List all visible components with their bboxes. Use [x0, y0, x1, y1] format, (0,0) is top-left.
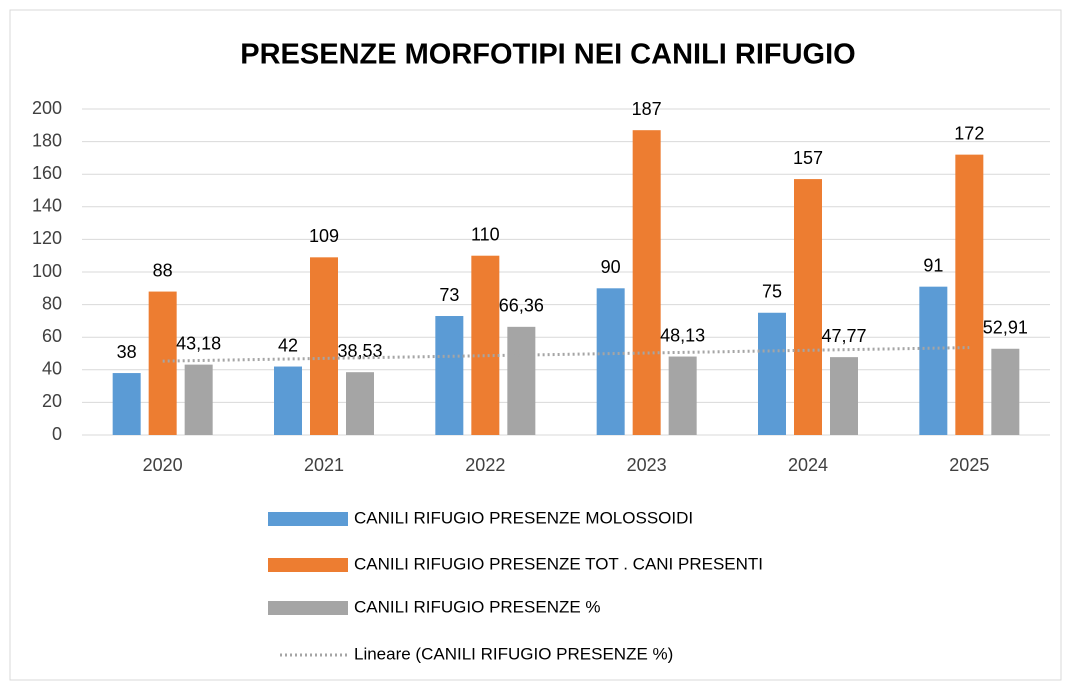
bar [148, 291, 177, 435]
data-label: 66,36 [499, 296, 544, 316]
bar [274, 366, 302, 435]
bar [758, 312, 786, 435]
data-label: 90 [601, 257, 621, 277]
legend-label: CANILI RIFUGIO PRESENZE % [354, 597, 601, 616]
bar [184, 364, 213, 435]
bar [794, 179, 822, 435]
y-tick-label: 40 [42, 359, 62, 379]
chart-frame [9, 9, 1062, 681]
bar [507, 326, 536, 435]
y-tick-label: 200 [32, 98, 62, 118]
bar [596, 288, 625, 435]
x-tick-label: 2021 [304, 455, 344, 475]
x-tick-label: 2023 [627, 455, 667, 475]
y-tick-label: 100 [32, 261, 62, 281]
bar [991, 348, 1020, 435]
data-label: 73 [439, 285, 459, 305]
legend-label: CANILI RIFUGIO PRESENZE MOLOSSOIDI [354, 508, 693, 527]
y-tick-label: 60 [42, 326, 62, 346]
y-tick-label: 140 [32, 196, 62, 216]
data-label: 47,77 [821, 326, 866, 346]
data-label: 48,13 [660, 325, 705, 345]
data-label: 75 [762, 282, 782, 302]
bar [346, 372, 374, 435]
bar [471, 255, 500, 435]
x-tick-label: 2025 [949, 455, 989, 475]
bar [310, 257, 338, 435]
data-label: 110 [471, 224, 500, 244]
bar [955, 154, 984, 435]
legend-swatch [268, 512, 348, 526]
bar [830, 357, 858, 435]
legend-swatch [268, 601, 348, 615]
data-label: 42 [278, 335, 298, 355]
data-label: 38,53 [337, 341, 382, 361]
legend-swatch [268, 558, 348, 572]
y-tick-label: 120 [32, 228, 62, 248]
y-tick-label: 80 [42, 293, 62, 313]
bar [632, 130, 661, 435]
x-tick-label: 2022 [465, 455, 505, 475]
x-tick-label: 2020 [143, 455, 183, 475]
data-label: 52,91 [983, 318, 1028, 338]
y-tick-label: 180 [32, 130, 62, 150]
data-label: 91 [923, 255, 943, 275]
y-tick-label: 160 [32, 163, 62, 183]
data-label: 88 [153, 260, 173, 280]
data-label: 43,18 [176, 333, 221, 353]
legend-label: CANILI RIFUGIO PRESENZE TOT . CANI PRESE… [354, 554, 763, 573]
bar [435, 316, 464, 435]
bar [112, 373, 141, 435]
data-label: 38 [117, 342, 137, 362]
bar [919, 286, 948, 435]
data-label: 187 [632, 99, 662, 119]
data-label: 157 [793, 148, 823, 168]
chart-title: PRESENZE MORFOTIPI NEI CANILI RIFUGIO [240, 39, 855, 71]
data-label: 109 [309, 226, 339, 246]
x-tick-label: 2024 [788, 455, 828, 475]
y-tick-label: 20 [42, 391, 62, 411]
data-label: 172 [954, 123, 984, 143]
legend-label: Lineare (CANILI RIFUGIO PRESENZE %) [354, 644, 673, 663]
bar [668, 356, 697, 435]
y-tick-label: 0 [52, 424, 62, 444]
